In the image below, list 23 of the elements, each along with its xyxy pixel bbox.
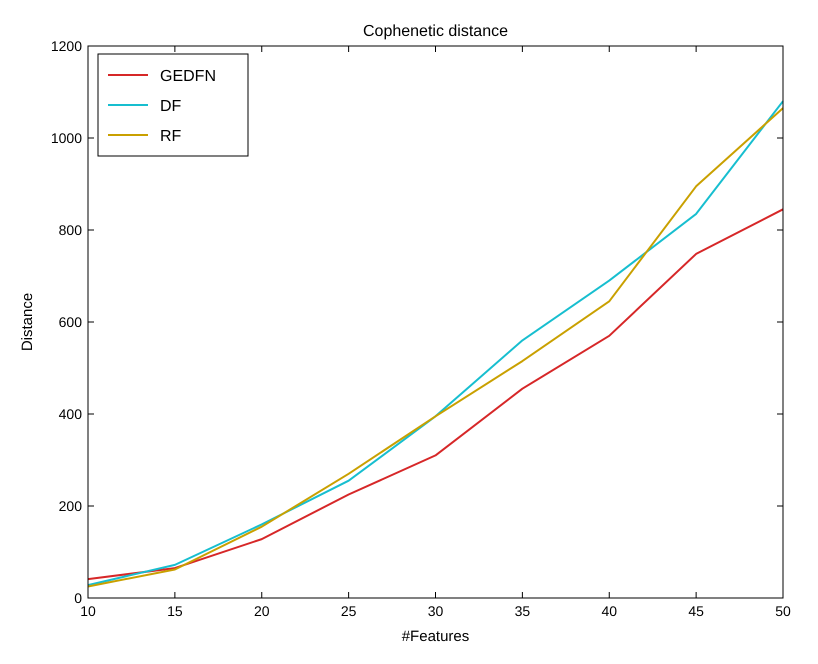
x-tick-label: 40 bbox=[601, 603, 618, 619]
x-tick-label: 45 bbox=[688, 603, 704, 619]
y-axis-title: Distance bbox=[19, 292, 36, 352]
x-tick-label: 35 bbox=[514, 603, 530, 619]
y-tick-label: 200 bbox=[58, 498, 82, 514]
y-tick-label: 600 bbox=[58, 314, 82, 330]
x-tick-label: 20 bbox=[254, 603, 270, 619]
y-tick-label: 400 bbox=[58, 406, 82, 422]
chart-title: Cophenetic distance bbox=[363, 23, 508, 40]
x-tick-label: 15 bbox=[167, 603, 183, 619]
y-tick-label: 0 bbox=[74, 590, 82, 606]
x-tick-label: 30 bbox=[428, 603, 444, 619]
y-tick-label: 800 bbox=[58, 222, 82, 238]
y-tick-label: 1000 bbox=[50, 130, 82, 146]
x-axis-title: #Features bbox=[402, 628, 470, 645]
x-tick-label: 50 bbox=[775, 603, 791, 619]
x-tick-label: 10 bbox=[80, 603, 96, 619]
legend-label: GEDFN bbox=[160, 68, 216, 85]
y-tick-label: 1200 bbox=[50, 38, 82, 54]
x-tick-label: 25 bbox=[340, 603, 357, 619]
legend-label: DF bbox=[160, 98, 182, 115]
legend-label: RF bbox=[160, 128, 182, 145]
line-series bbox=[87, 208, 784, 580]
